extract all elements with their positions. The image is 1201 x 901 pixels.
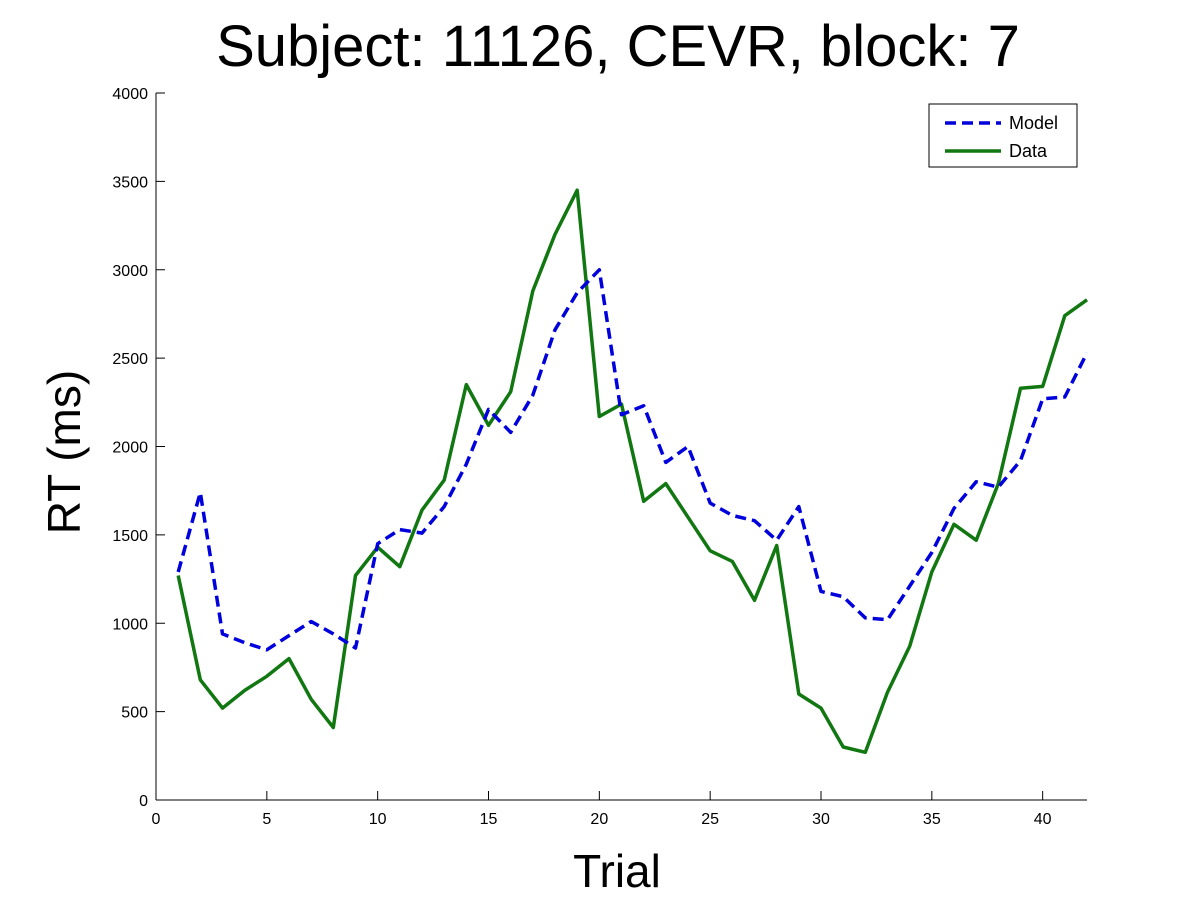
y-tick-label: 2000 xyxy=(112,440,148,457)
y-tick-label: 1500 xyxy=(112,528,148,545)
y-tick-label: 4000 xyxy=(112,86,148,103)
x-tick-label: 15 xyxy=(480,811,498,828)
y-tick-label: 2500 xyxy=(112,351,148,368)
x-tick-label: 0 xyxy=(152,811,161,828)
series-line-model xyxy=(176,268,1089,652)
y-tick-label: 1000 xyxy=(112,616,148,633)
x-tick-label: 25 xyxy=(701,811,719,828)
chart-legend: Model Data xyxy=(928,103,1078,168)
y-tick-label: 500 xyxy=(121,705,148,722)
y-axis-label: RT (ms) xyxy=(38,370,90,534)
x-tick-label: 35 xyxy=(923,811,941,828)
x-tick-label: 30 xyxy=(812,811,830,828)
x-tick-label: 20 xyxy=(590,811,608,828)
y-tick-label: 3500 xyxy=(112,174,148,191)
y-tick-label: 3000 xyxy=(112,263,148,280)
plot-axes: 0 5 10 15 20 25 30 35 40 0 500 1000 1500 2000 2500 3000… xyxy=(112,86,1087,828)
chart-title: Subject: 11126, CEVR, block: 7 xyxy=(216,14,1020,79)
x-tick-label: 10 xyxy=(369,811,387,828)
x-axis-label: Trial xyxy=(573,845,661,897)
legend-box xyxy=(928,103,1078,168)
legend-label-model: Model xyxy=(1009,113,1058,133)
plot-lines xyxy=(176,188,1089,755)
x-tick-label: 40 xyxy=(1034,811,1052,828)
legend-label-data: Data xyxy=(1009,141,1048,161)
y-tick-label: 0 xyxy=(139,793,148,810)
x-tick-label: 5 xyxy=(262,811,271,828)
series-line-data xyxy=(176,188,1089,755)
